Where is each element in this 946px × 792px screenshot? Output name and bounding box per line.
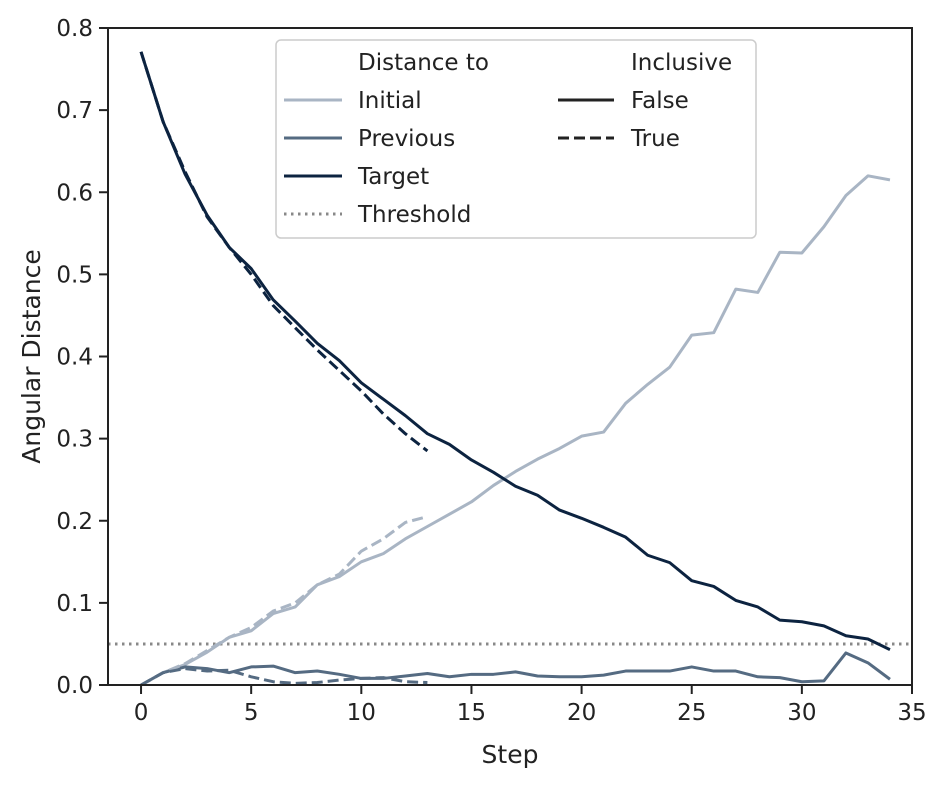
x-tick-label: 20	[567, 700, 596, 726]
y-tick-label: 0.0	[56, 673, 93, 699]
x-tick-label: 35	[897, 700, 926, 726]
y-tick-label: 0.5	[56, 262, 93, 288]
series-line-initial-inclusive	[140, 515, 428, 687]
y-axis-title: Angular Distance	[17, 249, 46, 463]
legend-box	[275, 39, 757, 239]
y-tick-label: 0.6	[56, 180, 93, 206]
legend-label-threshold: Threshold	[357, 202, 471, 228]
x-tick-label: 25	[677, 700, 706, 726]
legend-label-initial: Initial	[358, 88, 422, 114]
series-line-target-exclusive	[139, 51, 891, 652]
series-line-previous-exclusive	[140, 651, 891, 687]
x-tick-label: 10	[347, 700, 376, 726]
y-tick-label: 0.4	[56, 345, 93, 371]
series-line-previous-inclusive	[140, 667, 428, 687]
x-axis-title: Step	[482, 740, 539, 769]
y-tick-label: 0.1	[56, 591, 93, 617]
legend-label-false: False	[631, 88, 689, 114]
y-tick-label: 0.8	[56, 16, 93, 42]
y-tick-label: 0.7	[56, 98, 93, 124]
legend-hue-title: Distance to	[358, 50, 489, 76]
series-line-target-inclusive	[139, 51, 429, 453]
x-tick-label: 5	[244, 700, 259, 726]
series-line-initial-exclusive	[140, 174, 891, 687]
y-tick-label: 0.3	[56, 427, 93, 453]
legend-style-title: Inclusive	[631, 50, 732, 76]
x-tick-label: 30	[787, 700, 816, 726]
y-tick-label: 0.2	[56, 509, 93, 535]
legend-label-previous: Previous	[358, 126, 455, 152]
legend-label-target: Target	[357, 164, 429, 190]
legend-label-true: True	[630, 126, 680, 152]
x-tick-label: 15	[457, 700, 486, 726]
x-tick-label: 0	[134, 700, 149, 726]
